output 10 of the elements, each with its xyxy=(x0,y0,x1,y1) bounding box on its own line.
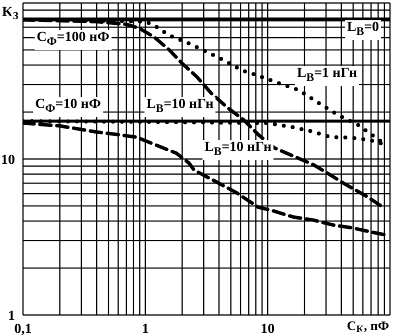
x-tick-label: 0,1 xyxy=(14,322,32,336)
annotation: L$_{B}$=1 нГн xyxy=(294,66,360,86)
y-axis-title: K$_{З}$ xyxy=(2,5,19,22)
x-tick-label: 10 xyxy=(260,322,275,336)
annotation: L$_{B}$=10 нГн xyxy=(202,140,274,160)
annotation: C$_{Ф}$=10 нФ xyxy=(33,97,103,117)
annotation: L$_{B}$=0 xyxy=(344,20,382,40)
annotation: L$_{B}$=10 нГн xyxy=(144,97,216,117)
annotation: C$_{Ф}$=100 нФ xyxy=(34,30,112,50)
x-tick-label: 1 xyxy=(142,322,149,336)
